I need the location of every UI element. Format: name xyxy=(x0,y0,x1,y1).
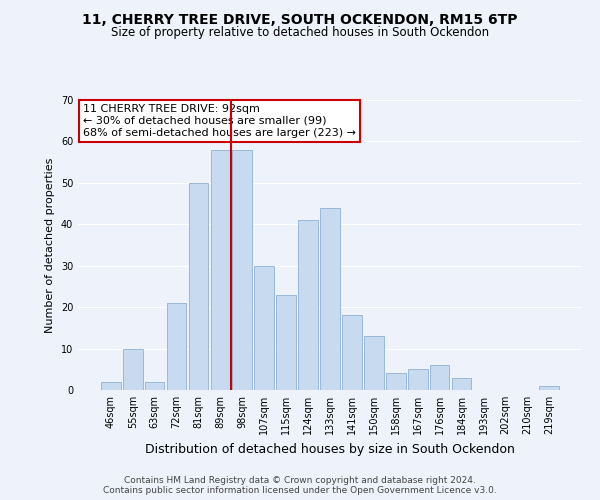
X-axis label: Distribution of detached houses by size in South Ockendon: Distribution of detached houses by size … xyxy=(145,442,515,456)
Bar xyxy=(188,183,208,390)
Text: 11 CHERRY TREE DRIVE: 92sqm
← 30% of detached houses are smaller (99)
68% of sem: 11 CHERRY TREE DRIVE: 92sqm ← 30% of det… xyxy=(83,104,356,138)
Y-axis label: Number of detached properties: Number of detached properties xyxy=(45,158,55,332)
Bar xyxy=(254,266,274,390)
Bar xyxy=(101,382,121,390)
Bar xyxy=(452,378,472,390)
Text: 11, CHERRY TREE DRIVE, SOUTH OCKENDON, RM15 6TP: 11, CHERRY TREE DRIVE, SOUTH OCKENDON, R… xyxy=(82,12,518,26)
Text: Contains HM Land Registry data © Crown copyright and database right 2024.
Contai: Contains HM Land Registry data © Crown c… xyxy=(103,476,497,495)
Bar xyxy=(167,303,187,390)
Bar xyxy=(430,365,449,390)
Bar xyxy=(145,382,164,390)
Bar xyxy=(408,370,428,390)
Bar xyxy=(298,220,318,390)
Bar xyxy=(276,294,296,390)
Bar xyxy=(320,208,340,390)
Bar xyxy=(364,336,384,390)
Bar xyxy=(123,348,143,390)
Bar xyxy=(232,150,252,390)
Bar xyxy=(342,316,362,390)
Bar xyxy=(539,386,559,390)
Bar xyxy=(211,150,230,390)
Bar xyxy=(386,374,406,390)
Text: Size of property relative to detached houses in South Ockendon: Size of property relative to detached ho… xyxy=(111,26,489,39)
